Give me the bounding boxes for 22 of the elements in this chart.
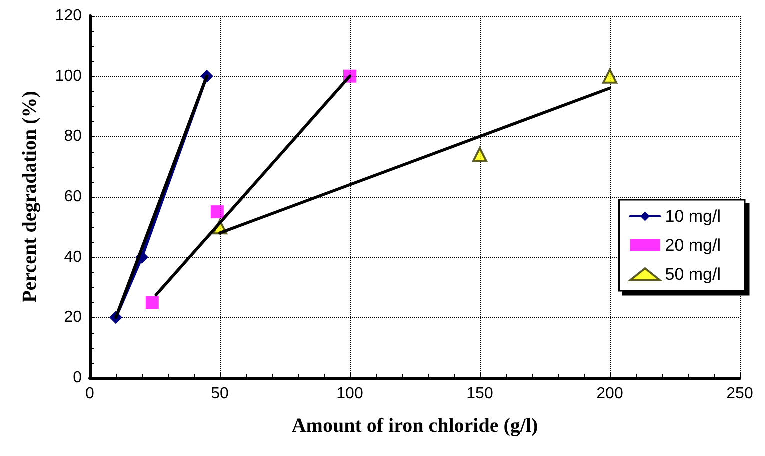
point	[210, 206, 224, 219]
legend-label: 50 mg/l	[665, 265, 721, 284]
x-tick-label: 150	[466, 386, 494, 402]
point	[146, 296, 159, 310]
x-axis-title: Amount of iron chloride (g/l)	[292, 415, 538, 437]
y-axis-title: Percent degradation (%)	[19, 91, 41, 303]
y-tick-label: 0	[73, 370, 82, 386]
y-tick-label: 60	[64, 188, 82, 206]
y-tick-label: 20	[64, 309, 82, 326]
x-tick-label: 0	[86, 386, 95, 402]
x-tick-label: 50	[211, 386, 229, 402]
legend-label: 20 mg/l	[665, 236, 721, 255]
point	[602, 68, 618, 84]
y-tick-label: 120	[55, 8, 82, 24]
x-tick-label: 100	[336, 386, 364, 402]
x-tick-label: 250	[726, 386, 754, 402]
y-tick-label: 80	[64, 128, 82, 146]
point	[472, 147, 488, 162]
x-tick-label: 200	[596, 386, 624, 402]
legend-label: 10 mg/l	[665, 207, 721, 226]
y-tick-label: 100	[55, 68, 82, 85]
y-tick-label: 40	[64, 248, 82, 266]
